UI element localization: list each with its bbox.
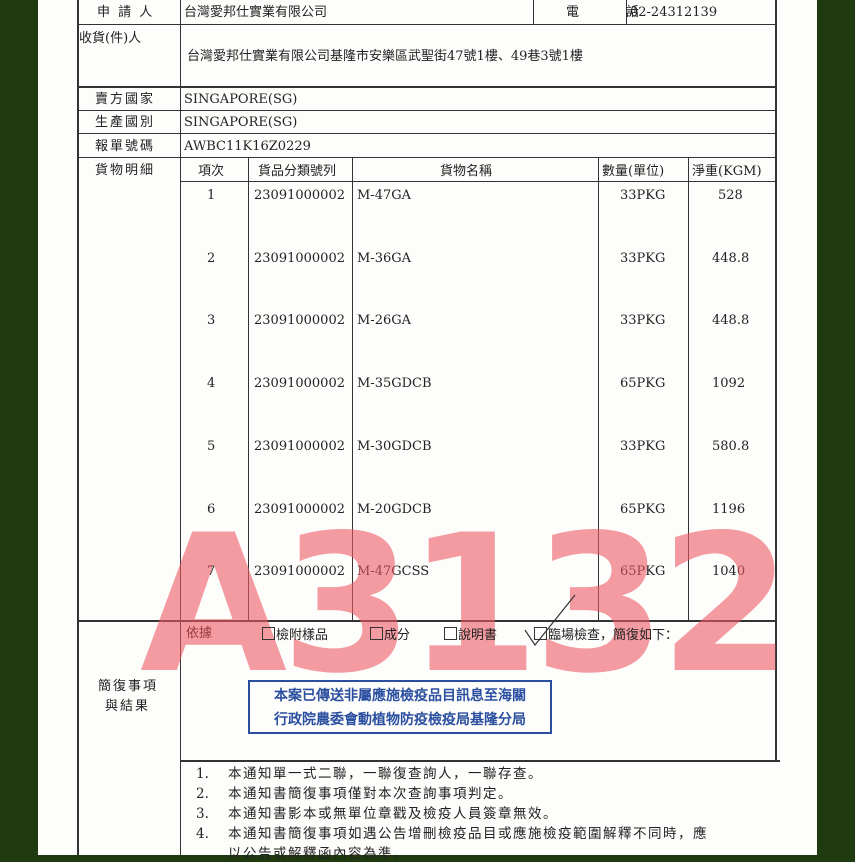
goods-cell: 1196 (712, 501, 746, 517)
option-label: 檢附樣品 (276, 628, 329, 643)
goods-cell: 33PKG (620, 250, 666, 266)
check-mark-icon (524, 594, 576, 647)
goods-cell: 580.8 (712, 438, 750, 454)
option-manual[interactable]: 說明書 (444, 627, 497, 642)
goods-cell: 33PKG (620, 188, 666, 203)
origin-country-label: 生產國別 (95, 115, 156, 130)
consignee-label: 收貨(件)人 (79, 31, 142, 46)
result-label: 與結果 (105, 699, 151, 714)
goods-cell: 7 (207, 564, 216, 580)
quarantine-stamp: 本案已傳送非屬應施檢疫品目訊息至海關 行政院農委會動植物防疫檢疫局基隆分局 (248, 680, 552, 734)
goods-cell: 448.8 (712, 313, 750, 329)
declaration-no-label: 報單號碼 (95, 139, 156, 154)
phone-value: 02-24312139 (630, 5, 718, 20)
origin-country-value: SINGAPORE(SG) (184, 115, 298, 130)
goods-cell: M-35GDCB (357, 376, 432, 392)
watermark: A3132 (140, 494, 792, 715)
goods-cell: 5 (207, 438, 216, 454)
goods-cell: 23091000002 (254, 564, 345, 580)
note-text: 本通知書簡復事項僅對本次查詢事項判定。 (228, 786, 513, 802)
stamp-line: 行政院農委會動植物防疫檢疫局基隆分局 (274, 712, 526, 728)
basis-label: 依據 (186, 626, 213, 641)
goods-cell: 65PKG (620, 376, 666, 392)
option-ingredients[interactable]: 成分 (370, 627, 410, 642)
col-header: 數量(單位) (602, 164, 665, 179)
seller-country-value: SINGAPORE(SG) (184, 92, 298, 107)
goods-cell: 23091000002 (254, 501, 345, 517)
goods-cell: M-47GCSS (357, 564, 430, 580)
goods-cell: 6 (207, 501, 216, 517)
note-text: 本通知單一式二聯，一聯復查詢人，一聯存查。 (228, 766, 543, 782)
goods-cell: 33PKG (620, 438, 666, 454)
goods-cell: M-26GA (357, 313, 412, 329)
result-label: 簡復事項 (98, 679, 159, 694)
col-header: 貨物名稱 (440, 164, 493, 179)
phone-label: 電 話 (566, 5, 642, 20)
goods-cell: 1092 (712, 376, 746, 392)
note-number: 1. (196, 766, 209, 782)
option-onsite-inspection[interactable]: 臨場檢查，簡復如下： (534, 627, 678, 642)
checkbox[interactable] (444, 627, 457, 640)
goods-cell: 65PKG (620, 564, 666, 580)
goods-cell: 4 (207, 376, 216, 392)
checkbox[interactable] (370, 627, 383, 640)
note-text: 本通知書簡復事項如遇公告增刪檢疫品目或應施檢疫範圍解釋不同時，應 (228, 826, 708, 842)
goods-cell: 23091000002 (254, 438, 345, 454)
seller-country-label: 賣方國家 (95, 92, 156, 107)
note-text: 本通知書影本或無單位章戳及檢疫人員簽章無效。 (228, 806, 558, 822)
goods-cell: M-36GA (357, 250, 412, 266)
col-header: 淨重(KGM) (692, 164, 762, 179)
document-page (38, 0, 817, 855)
goods-cell: 23091000002 (254, 188, 345, 203)
goods-cell: 3 (207, 313, 216, 329)
goods-cell: M-20GDCB (357, 501, 432, 517)
col-header: 貨品分類號列 (258, 164, 337, 179)
goods-cell: 1040 (712, 564, 746, 580)
applicant-value: 台灣愛邦仕實業有限公司 (184, 5, 328, 20)
goods-label: 貨物明細 (95, 163, 156, 178)
option-label: 說明書 (458, 628, 498, 643)
applicant-label: 申 請 人 (97, 5, 155, 20)
goods-cell: M-30GDCB (357, 438, 432, 454)
checkbox[interactable] (262, 627, 275, 640)
note-number: 4. (196, 826, 209, 842)
goods-cell: 65PKG (620, 501, 666, 517)
goods-cell: M-47GA (357, 188, 412, 203)
declaration-no-value: AWBC11K16Z0229 (184, 139, 311, 154)
goods-cell: 23091000002 (254, 376, 345, 392)
option-label: 成分 (384, 628, 411, 643)
goods-cell: 23091000002 (254, 313, 345, 329)
checkbox-checked[interactable] (534, 627, 547, 640)
goods-cell: 2 (207, 250, 216, 266)
stamp-line: 本案已傳送非屬應施檢疫品目訊息至海關 (274, 688, 526, 704)
note-number: 2. (196, 786, 209, 802)
goods-cell: 23091000002 (254, 250, 345, 266)
consignee-value: 台灣愛邦仕實業有限公司基隆市安樂區武聖街47號1樓、49巷3號1樓 (187, 49, 583, 64)
goods-cell: 448.8 (712, 250, 750, 266)
option-label: 臨場檢查，簡復如下： (548, 628, 679, 643)
option-sample[interactable]: 檢附樣品 (262, 627, 328, 642)
col-header: 項次 (198, 164, 225, 179)
goods-cell: 33PKG (620, 313, 666, 329)
goods-cell: 1 (207, 188, 216, 203)
goods-cell: 528 (718, 188, 743, 203)
note-number: 3. (196, 806, 209, 822)
